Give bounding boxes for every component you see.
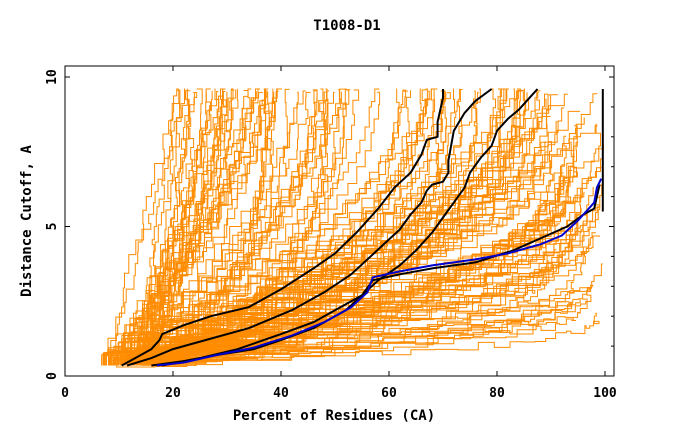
model-curve bbox=[128, 121, 558, 366]
axis-ticks: 0 20 40 60 80 100 0 5 10 bbox=[45, 66, 617, 401]
chart-title: T1008-D1 bbox=[313, 18, 380, 34]
model-curve bbox=[153, 289, 590, 366]
model-curve bbox=[120, 91, 229, 366]
y-tick-label: 5 bbox=[45, 223, 60, 231]
x-tick-label: 80 bbox=[489, 386, 505, 401]
model-curve bbox=[160, 90, 541, 366]
model-curve bbox=[136, 312, 600, 366]
x-axis-label: Percent of Residues (CA) bbox=[233, 408, 435, 424]
plot-frame bbox=[64, 65, 615, 377]
model-curve bbox=[129, 88, 227, 366]
model-curve bbox=[148, 298, 588, 366]
model-curve bbox=[110, 88, 282, 366]
model-curve bbox=[172, 90, 476, 366]
series-line-blue bbox=[156, 178, 603, 367]
highlighted-series bbox=[121, 88, 604, 367]
model-curve bbox=[160, 89, 407, 366]
series-line-black-2 bbox=[126, 88, 493, 367]
model-curve bbox=[121, 88, 290, 366]
x-tick-label: 60 bbox=[381, 386, 397, 401]
model-curve bbox=[110, 88, 276, 366]
model-curve bbox=[175, 90, 330, 366]
model-curve bbox=[143, 90, 191, 366]
model-curve bbox=[160, 91, 279, 366]
model-curve bbox=[108, 94, 558, 366]
model-curve bbox=[126, 91, 311, 366]
model-curve bbox=[113, 89, 432, 366]
model-curve bbox=[155, 244, 570, 366]
model-curve bbox=[174, 213, 588, 366]
model-curve bbox=[139, 88, 234, 366]
model-curve bbox=[178, 306, 544, 366]
y-axis-label: Distance Cutoff, A bbox=[19, 145, 35, 297]
model-curve bbox=[114, 88, 462, 366]
model-curve bbox=[154, 88, 380, 366]
model-curve bbox=[110, 91, 335, 366]
model-curve bbox=[177, 282, 574, 366]
model-curves bbox=[101, 88, 604, 368]
series-line-black-4 bbox=[162, 88, 539, 367]
model-curve bbox=[178, 287, 592, 366]
model-curve bbox=[115, 141, 574, 366]
model-curve bbox=[116, 89, 237, 366]
model-curve bbox=[114, 170, 573, 366]
model-curve bbox=[145, 88, 438, 366]
y-tick-label: 0 bbox=[45, 372, 60, 380]
model-curve bbox=[173, 89, 340, 366]
model-curve bbox=[141, 266, 547, 366]
model-curve bbox=[126, 92, 198, 366]
model-curve bbox=[120, 90, 268, 366]
model-curve bbox=[104, 88, 180, 366]
model-curve bbox=[110, 116, 551, 366]
model-curve bbox=[147, 92, 208, 366]
model-curve bbox=[145, 89, 181, 366]
model-curve bbox=[135, 89, 351, 366]
model-curve bbox=[175, 88, 496, 366]
model-curve bbox=[137, 207, 582, 366]
x-tick-label: 20 bbox=[165, 386, 181, 401]
x-tick-label: 40 bbox=[273, 386, 289, 401]
series-line-black-1 bbox=[121, 89, 444, 367]
x-tick-label: 100 bbox=[593, 386, 617, 401]
model-curve bbox=[131, 88, 526, 366]
model-curve bbox=[116, 90, 430, 366]
model-curve bbox=[113, 92, 264, 366]
model-curve bbox=[142, 93, 598, 366]
model-curve bbox=[108, 88, 185, 366]
model-curve bbox=[127, 91, 327, 366]
y-tick-label: 10 bbox=[45, 69, 60, 85]
model-curve bbox=[103, 90, 408, 366]
model-curve bbox=[142, 90, 411, 366]
x-tick-label: 0 bbox=[61, 386, 69, 401]
model-curve bbox=[113, 89, 318, 366]
